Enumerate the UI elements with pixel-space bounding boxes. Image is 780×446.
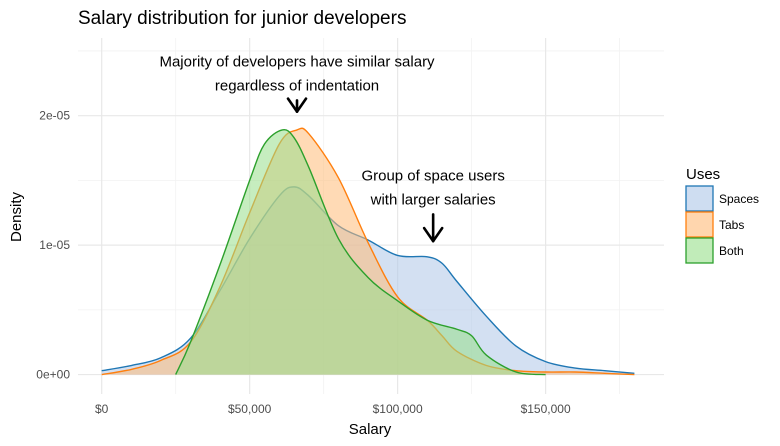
x-axis-title: Salary [349,421,392,438]
density-area-both [175,129,546,375]
y-tick-label: 1e-05 [39,238,70,252]
annotation-arrow-head [286,97,308,113]
x-tick-label: $100,000 [373,402,423,416]
legend-label: Tabs [719,218,744,232]
plot-panel [78,38,664,394]
annotation-text: Majority of developers have similar sala… [159,53,435,70]
x-tick-label: $150,000 [521,402,571,416]
annotation-arrows [286,97,444,243]
density-line-both [175,128,546,376]
x-tick-label: $0 [95,402,109,416]
y-tick-label: 2e-05 [39,109,70,123]
legend-swatch-spaces [685,185,714,212]
legend-label: Spaces [719,192,759,206]
annotation-text: Group of space users [361,167,504,184]
y-axis-ticks: 0e+00 1e-05 2e-05 [36,109,70,382]
x-tick-label: $50,000 [228,402,272,416]
y-axis-title: Density [8,191,25,242]
annotation-text: regardless of indentation [215,77,379,94]
density-areas [101,127,635,376]
annotation-text: with larger salaries [370,191,496,208]
legend: Uses Spaces Tabs Both [685,166,759,264]
y-tick-label: 0e+00 [36,368,70,382]
annotation-arrow-head [422,226,444,243]
legend-label: Both [719,244,744,258]
legend-swatch-tabs [685,211,714,238]
legend-swatch-both [685,237,714,264]
x-axis-ticks: $0 $50,000 $100,000 $150,000 [95,402,571,416]
chart-title: Salary distribution for junior developer… [78,8,406,29]
annotations: Majority of developers have similar sala… [159,53,504,208]
legend-title: Uses [686,166,720,183]
